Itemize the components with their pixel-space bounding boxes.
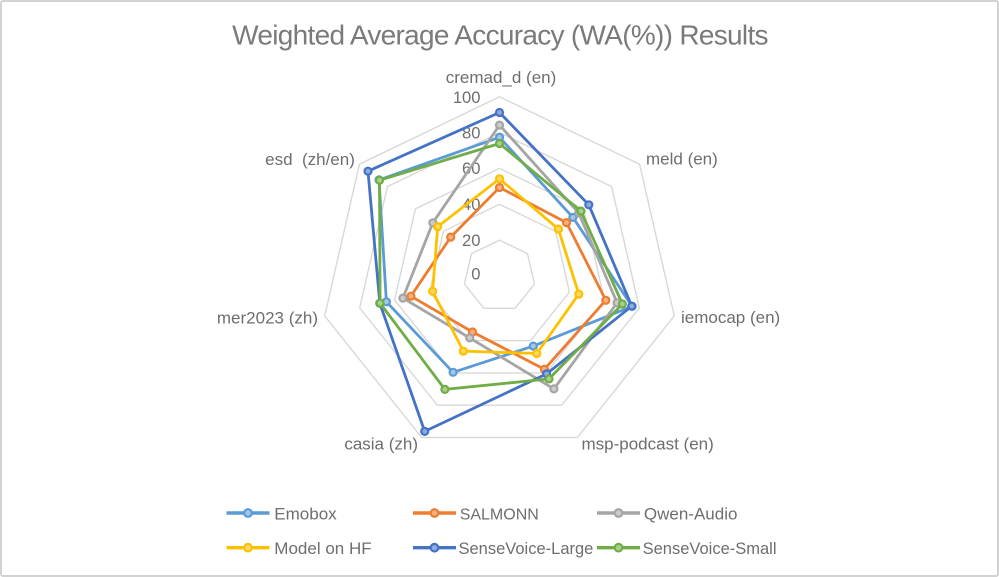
svg-text:iemocap (en): iemocap (en) xyxy=(681,308,780,327)
svg-text:SALMONN: SALMONN xyxy=(460,507,539,524)
svg-text:100: 100 xyxy=(453,88,481,107)
svg-text:msp-podcast (en): msp-podcast (en) xyxy=(582,435,714,454)
svg-text:SenseVoice-Small: SenseVoice-Small xyxy=(643,540,777,558)
svg-text:Qwen-Audio: Qwen-Audio xyxy=(644,505,738,524)
svg-text:SenseVoice-Large: SenseVoice-Large xyxy=(459,540,594,558)
svg-text:Model on HF: Model on HF xyxy=(274,539,371,558)
svg-text:20: 20 xyxy=(462,231,480,250)
svg-text:mer2023 (zh): mer2023 (zh) xyxy=(217,309,318,328)
svg-text:0: 0 xyxy=(471,265,480,284)
svg-text:meld (en): meld (en) xyxy=(646,150,718,169)
svg-text:esd (zh/en): esd (zh/en) xyxy=(265,150,355,169)
svg-text:cremad_d (en): cremad_d (en) xyxy=(446,68,557,87)
svg-text:40: 40 xyxy=(462,195,480,214)
svg-text:casia (zh): casia (zh) xyxy=(344,435,418,454)
svg-text:Emobox: Emobox xyxy=(274,505,337,524)
svg-text:Weighted Average Accuracy (WA(: Weighted Average Accuracy (WA(%)) Result… xyxy=(232,20,768,51)
